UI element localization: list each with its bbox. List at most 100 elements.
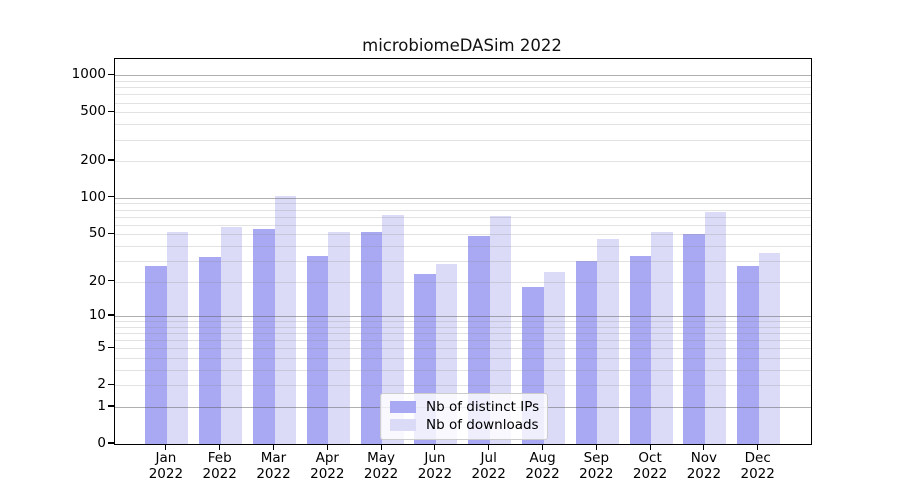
bar-downloads-jan xyxy=(166,232,189,444)
y-tick-mark xyxy=(108,196,114,198)
bar-downloads-may xyxy=(382,215,404,444)
y-tick-mark xyxy=(108,383,114,385)
gridline-minor xyxy=(115,209,811,211)
x-tick-label-apr: Apr 2022 xyxy=(310,450,345,482)
y-tick-label: 1000 xyxy=(71,66,106,83)
gridline-minor xyxy=(115,385,811,387)
bar-ips-feb xyxy=(199,257,221,444)
gridline-major xyxy=(115,197,811,199)
y-tick-label: 2 xyxy=(97,376,106,393)
gridline-minor xyxy=(115,216,811,218)
gridline-minor xyxy=(115,81,811,82)
x-tick-mark xyxy=(703,444,705,450)
bar-downloads-feb xyxy=(220,227,243,444)
x-tick-label-jun: Jun 2022 xyxy=(417,450,453,482)
gridline-minor xyxy=(115,326,811,328)
gridline-minor xyxy=(115,333,811,335)
x-tick-label-feb: Feb 2022 xyxy=(202,450,237,482)
x-tick-label-nov: Nov 2022 xyxy=(686,450,722,482)
x-tick-label-aug: Aug 2022 xyxy=(525,450,560,482)
legend-swatch-distinct-ips xyxy=(390,401,416,413)
gridline-minor xyxy=(115,245,811,247)
y-tick-mark xyxy=(108,232,114,234)
bar-downloads-sep xyxy=(597,238,619,444)
y-tick-mark xyxy=(108,73,114,75)
y-tick-label: 1 xyxy=(97,398,106,415)
y-tick-mark xyxy=(108,442,114,444)
x-tick-mark xyxy=(380,444,382,450)
bar-downloads-mar xyxy=(274,195,296,444)
x-tick-mark xyxy=(326,444,328,450)
y-tick-label: 20 xyxy=(88,272,106,289)
gridline-minor xyxy=(115,370,811,372)
legend-label-distinct-ips: Nb of distinct IPs xyxy=(426,399,540,415)
gridline-minor xyxy=(115,340,811,342)
gridline-major xyxy=(115,316,811,318)
legend-label-downloads: Nb of downloads xyxy=(426,417,539,433)
plot-area: Nb of distinct IPs Nb of downloads xyxy=(114,58,812,445)
x-tick-mark xyxy=(219,444,221,450)
bar-downloads-dec xyxy=(758,252,781,444)
x-tick-label-sep: Sep 2022 xyxy=(579,450,614,482)
y-tick-label: 10 xyxy=(88,307,106,324)
legend-row-distinct-ips: Nb of distinct IPs xyxy=(390,398,540,416)
bar-downloads-aug xyxy=(543,272,565,444)
y-tick-mark xyxy=(108,346,114,348)
y-tick-label: 0 xyxy=(97,435,106,451)
gridline-minor xyxy=(115,281,811,283)
gridline-minor xyxy=(115,224,811,226)
legend: Nb of distinct IPs Nb of downloads xyxy=(380,393,548,440)
y-tick-mark xyxy=(108,159,114,161)
y-tick-mark xyxy=(108,110,114,112)
bar-ips-apr xyxy=(306,255,329,444)
gridline-minor xyxy=(115,161,811,163)
gridline-minor xyxy=(115,321,811,323)
x-tick-mark xyxy=(165,444,167,450)
x-tick-mark xyxy=(272,444,275,450)
x-tick-mark xyxy=(649,444,651,450)
x-tick-mark xyxy=(434,444,436,450)
x-tick-mark xyxy=(541,444,544,450)
gridline-minor xyxy=(115,124,811,126)
y-tick-label: 5 xyxy=(97,339,106,356)
bar-downloads-apr xyxy=(328,232,350,444)
x-tick-label-mar: Mar 2022 xyxy=(256,450,291,482)
bar-downloads-oct xyxy=(651,232,673,444)
gridline-minor xyxy=(115,234,811,236)
x-tick-label-jul: Jul 2022 xyxy=(471,450,506,482)
bar-ips-dec xyxy=(737,266,759,444)
bar-ips-may xyxy=(360,232,383,444)
x-tick-label-jan: Jan 2022 xyxy=(148,450,184,482)
x-tick-label-may: May 2022 xyxy=(363,450,399,482)
bar-ips-jul xyxy=(468,236,490,444)
gridline-minor xyxy=(115,87,811,89)
bar-ips-sep xyxy=(575,260,598,444)
y-tick-mark xyxy=(108,279,114,282)
y-tick-mark xyxy=(108,314,114,316)
legend-row-downloads: Nb of downloads xyxy=(390,416,539,434)
grid-layer xyxy=(115,59,811,444)
y-tick-label: 500 xyxy=(80,103,106,120)
bar-downloads-jul xyxy=(489,215,512,444)
x-tick-mark xyxy=(757,444,759,450)
gridline-minor xyxy=(115,358,811,360)
bar-downloads-nov xyxy=(704,212,727,444)
gridline-major xyxy=(115,75,811,77)
x-tick-label-oct: Oct 2022 xyxy=(632,450,668,482)
x-tick-label-dec: Dec 2022 xyxy=(740,450,775,482)
y-tick-mark xyxy=(108,405,114,407)
gridline-minor xyxy=(115,112,811,114)
chart-title: microbiomeDASim 2022 xyxy=(362,36,562,55)
x-tick-mark xyxy=(595,444,597,450)
bar-ips-mar xyxy=(253,229,275,444)
legend-swatch-downloads xyxy=(390,419,416,431)
gridline-minor xyxy=(115,102,811,104)
gridline-minor xyxy=(115,139,811,141)
x-tick-mark xyxy=(488,444,490,450)
bar-ips-nov xyxy=(683,234,705,444)
gridline-minor xyxy=(115,94,811,96)
gridline-minor xyxy=(115,260,811,262)
y-tick-label: 100 xyxy=(80,188,106,205)
gridline-minor xyxy=(115,203,811,205)
